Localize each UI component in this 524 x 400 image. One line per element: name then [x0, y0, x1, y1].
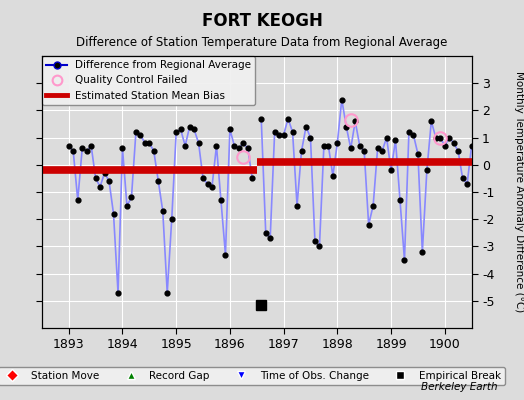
Point — [467, 142, 476, 149]
Point — [374, 145, 382, 152]
Point — [185, 124, 194, 130]
Point — [324, 142, 333, 149]
Point — [360, 148, 368, 154]
Point — [172, 129, 180, 135]
Point — [450, 140, 458, 146]
Point — [235, 145, 243, 152]
Point — [261, 230, 270, 236]
Point — [409, 132, 418, 138]
Point — [82, 148, 91, 154]
Point — [140, 140, 149, 146]
Point — [329, 172, 337, 179]
Point — [441, 142, 449, 149]
Point — [190, 126, 198, 133]
Point — [208, 183, 216, 190]
Point — [69, 148, 78, 154]
Point — [346, 145, 355, 152]
Point — [92, 175, 100, 182]
Point — [297, 148, 305, 154]
Point — [212, 142, 221, 149]
Point — [239, 140, 247, 146]
Point — [436, 134, 444, 141]
Point — [463, 181, 471, 187]
Point — [248, 175, 256, 182]
Point — [387, 167, 395, 174]
Point — [320, 142, 328, 149]
Legend: Difference from Regional Average, Quality Control Failed, Estimated Station Mean: Difference from Regional Average, Qualit… — [42, 56, 255, 105]
Point — [226, 126, 234, 133]
Point — [257, 115, 266, 122]
Point — [355, 142, 364, 149]
Point — [337, 96, 346, 103]
Point — [101, 170, 109, 176]
Point — [279, 132, 288, 138]
Point — [105, 178, 113, 184]
Point — [123, 202, 131, 209]
Point — [150, 148, 158, 154]
Point — [177, 126, 185, 133]
Point — [145, 140, 154, 146]
Point — [458, 175, 467, 182]
Point — [275, 132, 283, 138]
Point — [396, 197, 404, 203]
Point — [400, 257, 409, 263]
Point — [311, 238, 319, 244]
Point — [369, 202, 377, 209]
Point — [118, 145, 127, 152]
Point — [413, 151, 422, 157]
Point — [114, 290, 122, 296]
Point — [293, 202, 301, 209]
Point — [230, 142, 238, 149]
Text: FORT KEOGH: FORT KEOGH — [202, 12, 322, 30]
Point — [418, 249, 427, 255]
Point — [365, 222, 373, 228]
Point — [110, 210, 118, 217]
Point — [87, 142, 95, 149]
Point — [333, 140, 342, 146]
Point — [73, 197, 82, 203]
Point — [96, 183, 104, 190]
Point — [427, 118, 435, 124]
Y-axis label: Monthly Temperature Anomaly Difference (°C): Monthly Temperature Anomaly Difference (… — [514, 71, 524, 313]
Point — [270, 129, 279, 135]
Point — [315, 243, 324, 250]
Point — [266, 235, 275, 242]
Point — [163, 290, 171, 296]
Point — [199, 175, 208, 182]
Point — [383, 134, 391, 141]
Point — [203, 181, 212, 187]
Point — [391, 137, 400, 144]
Point — [64, 142, 73, 149]
Point — [136, 132, 145, 138]
Point — [168, 216, 176, 222]
Point — [132, 129, 140, 135]
Point — [284, 115, 292, 122]
Point — [351, 118, 359, 124]
Text: Difference of Station Temperature Data from Regional Average: Difference of Station Temperature Data f… — [77, 36, 447, 49]
Point — [288, 129, 297, 135]
Legend: Station Move, Record Gap, Time of Obs. Change, Empirical Break: Station Move, Record Gap, Time of Obs. C… — [0, 367, 505, 385]
Point — [154, 178, 162, 184]
Point — [244, 145, 252, 152]
Point — [378, 148, 386, 154]
Point — [432, 134, 440, 141]
Point — [302, 124, 310, 130]
Point — [423, 167, 431, 174]
Point — [217, 197, 225, 203]
Point — [194, 140, 203, 146]
Text: Berkeley Earth: Berkeley Earth — [421, 382, 498, 392]
Point — [181, 142, 189, 149]
Point — [454, 148, 462, 154]
Point — [342, 124, 351, 130]
Point — [405, 129, 413, 135]
Point — [159, 208, 167, 214]
Point — [127, 194, 136, 201]
Point — [445, 134, 453, 141]
Point — [78, 145, 86, 152]
Point — [307, 134, 315, 141]
Point — [221, 251, 230, 258]
